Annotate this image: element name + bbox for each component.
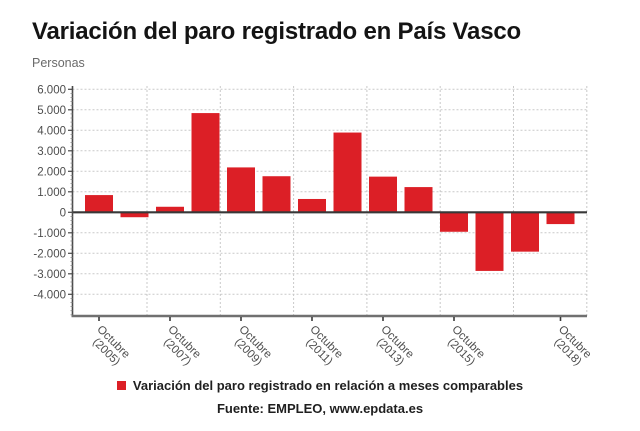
x-tick-label: Octubre(2005) [86, 324, 132, 370]
svg-text:Octubre(2009): Octubre(2009) [228, 324, 274, 370]
y-tick-label: 1.000 [37, 187, 66, 199]
y-tick-label: -1.000 [33, 228, 66, 240]
bar [120, 212, 149, 218]
source-row: Fuente: EMPLEO, www.epdata.es [0, 400, 640, 418]
bar [511, 212, 539, 252]
bar [475, 212, 504, 271]
bar [546, 212, 575, 225]
y-axis-unit-label: Personas [32, 56, 85, 70]
bar [85, 195, 113, 213]
bar [369, 176, 397, 213]
bar [262, 176, 291, 213]
x-tick-label: Octubre(2013) [370, 324, 416, 370]
x-tick-label: Octubre(2009) [228, 324, 274, 370]
svg-text:Octubre(2013): Octubre(2013) [370, 324, 416, 370]
y-tick-label: -3.000 [33, 269, 66, 281]
bar [227, 167, 255, 213]
legend-label: Variación del paro registrado en relació… [132, 378, 524, 393]
bar [404, 187, 433, 213]
y-tick-label: 5.000 [37, 105, 66, 117]
y-tick-label: -2.000 [33, 248, 66, 260]
svg-text:Octubre(2011): Octubre(2011) [299, 324, 345, 370]
y-tick-label: -4.000 [33, 289, 66, 301]
y-tick-label: 2.000 [37, 166, 66, 178]
bar [440, 212, 468, 232]
y-tick-label: 3.000 [37, 146, 66, 158]
svg-text:Octubre(2018): Octubre(2018) [547, 324, 593, 370]
chart-title: Variación del paro registrado en País Va… [32, 18, 521, 45]
legend: Variación del paro registrado en relació… [0, 378, 640, 393]
x-tick-label: Octubre(2018) [547, 324, 594, 370]
bar [156, 206, 184, 213]
x-tick-label: Octubre(2007) [157, 324, 203, 370]
svg-text:Octubre(2015): Octubre(2015) [441, 324, 487, 370]
svg-text:Octubre(2005): Octubre(2005) [86, 324, 132, 370]
x-tick-label: Octubre(2011) [299, 324, 345, 370]
source-text: Fuente: EMPLEO, www.epdata.es [216, 401, 424, 416]
y-tick-label: 0 [60, 207, 66, 219]
y-tick-label: 6.000 [37, 84, 66, 96]
bar [298, 198, 326, 213]
bar [333, 132, 362, 213]
bar [191, 113, 220, 213]
x-tick-label: Octubre(2015) [441, 324, 487, 370]
svg-text:Octubre(2007): Octubre(2007) [157, 324, 203, 370]
legend-swatch-icon [116, 381, 126, 390]
y-tick-label: 4.000 [37, 125, 66, 137]
